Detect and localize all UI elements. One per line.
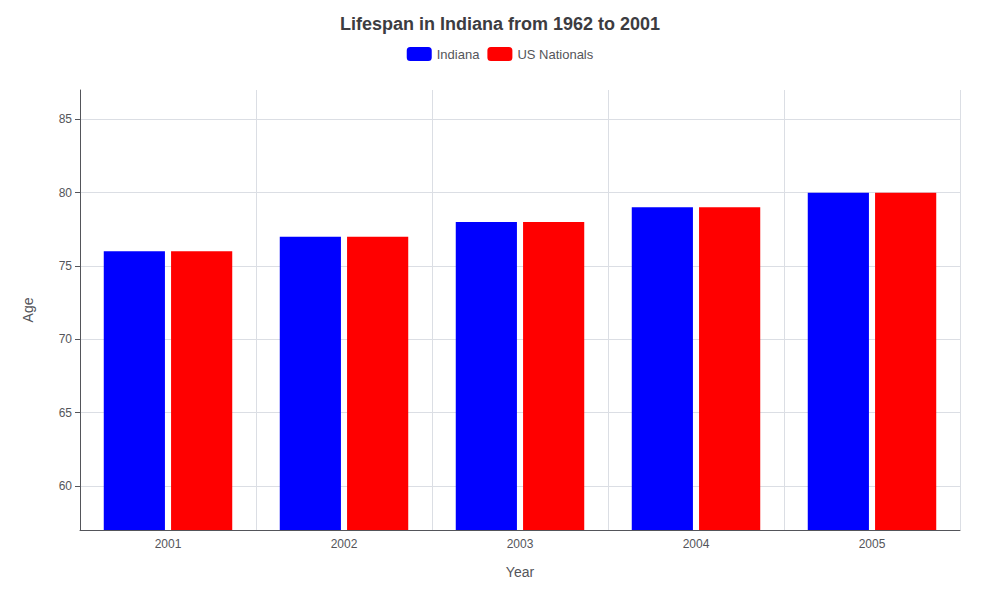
svg-text:60: 60: [59, 479, 73, 493]
svg-text:80: 80: [59, 186, 73, 200]
svg-text:65: 65: [59, 406, 73, 420]
svg-text:2001: 2001: [155, 537, 182, 551]
svg-text:2005: 2005: [859, 537, 886, 551]
svg-text:US Nationals: US Nationals: [517, 47, 593, 62]
svg-text:Age: Age: [20, 297, 36, 322]
svg-text:2003: 2003: [507, 537, 534, 551]
svg-text:75: 75: [59, 259, 73, 273]
svg-text:Lifespan in Indiana from 1962: Lifespan in Indiana from 1962 to 2001: [340, 14, 660, 34]
svg-text:2004: 2004: [683, 537, 710, 551]
svg-text:70: 70: [59, 332, 73, 346]
svg-text:85: 85: [59, 112, 73, 126]
svg-text:2002: 2002: [331, 537, 358, 551]
svg-text:Year: Year: [506, 564, 535, 580]
svg-text:Indiana: Indiana: [437, 47, 480, 62]
